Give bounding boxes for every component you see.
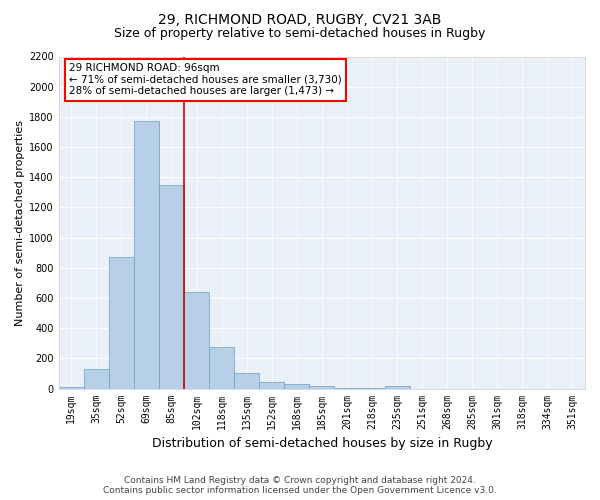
Y-axis label: Number of semi-detached properties: Number of semi-detached properties <box>15 120 25 326</box>
Text: 29, RICHMOND ROAD, RUGBY, CV21 3AB: 29, RICHMOND ROAD, RUGBY, CV21 3AB <box>158 12 442 26</box>
Bar <box>234 374 259 388</box>
Text: Size of property relative to semi-detached houses in Rugby: Size of property relative to semi-detach… <box>115 28 485 40</box>
Bar <box>310 386 334 388</box>
Bar <box>134 122 159 388</box>
Bar <box>209 347 234 389</box>
Text: 29 RICHMOND ROAD: 96sqm
← 71% of semi-detached houses are smaller (3,730)
28% of: 29 RICHMOND ROAD: 96sqm ← 71% of semi-de… <box>70 63 342 96</box>
Bar <box>385 386 410 388</box>
Bar <box>259 382 284 388</box>
Bar <box>284 384 310 388</box>
Text: Contains HM Land Registry data © Crown copyright and database right 2024.
Contai: Contains HM Land Registry data © Crown c… <box>103 476 497 495</box>
X-axis label: Distribution of semi-detached houses by size in Rugby: Distribution of semi-detached houses by … <box>152 437 492 450</box>
Bar <box>59 387 84 388</box>
Bar <box>184 292 209 388</box>
Bar <box>84 369 109 388</box>
Bar <box>109 257 134 388</box>
Bar <box>159 185 184 388</box>
